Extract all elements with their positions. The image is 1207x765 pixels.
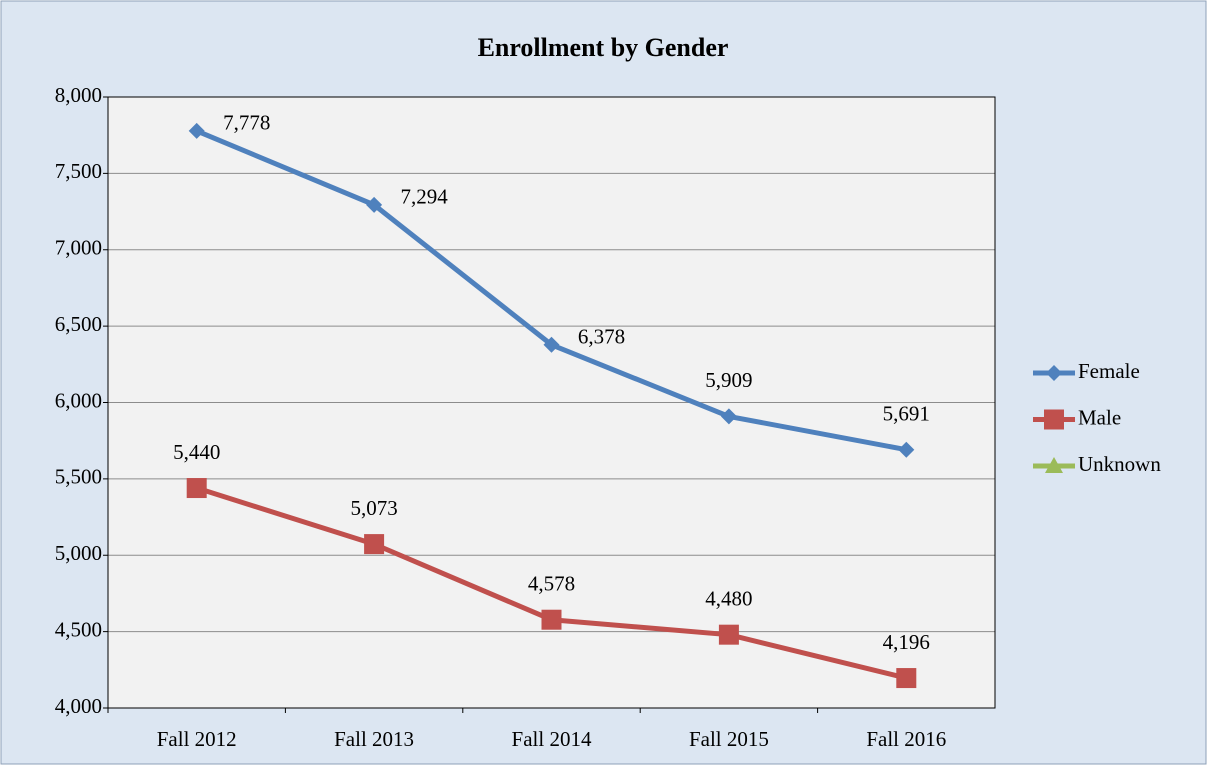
y-tick-label: 4,000 [55, 694, 102, 718]
x-tick-label: Fall 2013 [334, 727, 414, 751]
data-label: 5,691 [883, 402, 930, 426]
marker [720, 408, 737, 425]
data-label: 5,073 [350, 496, 397, 520]
marker [364, 534, 385, 555]
legend-label: Female [1078, 359, 1140, 383]
data-label: 4,480 [705, 586, 752, 610]
x-tick-label: Fall 2012 [157, 727, 237, 751]
x-tick-label: Fall 2015 [689, 727, 769, 751]
x-tick-label: Fall 2016 [866, 727, 946, 751]
marker [186, 478, 207, 499]
data-label: 7,778 [223, 111, 270, 135]
y-tick-label: 4,500 [55, 617, 102, 641]
data-label: 6,378 [578, 325, 625, 349]
y-tick-label: 5,000 [55, 541, 102, 565]
legend-label: Male [1078, 405, 1121, 429]
chart-title: Enrollment by Gender [478, 33, 729, 62]
data-label: 7,294 [400, 185, 448, 209]
marker [896, 668, 917, 689]
marker [1045, 457, 1063, 473]
marker [1046, 365, 1062, 381]
y-tick-label: 7,500 [55, 159, 102, 183]
marker [188, 122, 205, 139]
marker [1044, 409, 1064, 430]
marker [718, 624, 739, 645]
plot-border [107, 96, 996, 709]
marker [898, 441, 915, 458]
data-label: 4,196 [883, 630, 930, 654]
legend-label: Unknown [1078, 452, 1161, 476]
marker [543, 336, 560, 353]
y-tick-label: 6,500 [55, 312, 102, 336]
data-label: 5,440 [173, 440, 220, 464]
marker [366, 196, 383, 213]
y-tick-label: 7,000 [55, 236, 102, 260]
data-label: 4,578 [528, 572, 575, 596]
x-tick-label: Fall 2014 [512, 727, 592, 751]
y-tick-label: 6,000 [55, 388, 102, 412]
marker [541, 609, 562, 630]
y-tick-label: 5,500 [55, 465, 102, 489]
data-label: 5,909 [705, 368, 752, 392]
y-tick-label: 8,000 [55, 83, 102, 107]
